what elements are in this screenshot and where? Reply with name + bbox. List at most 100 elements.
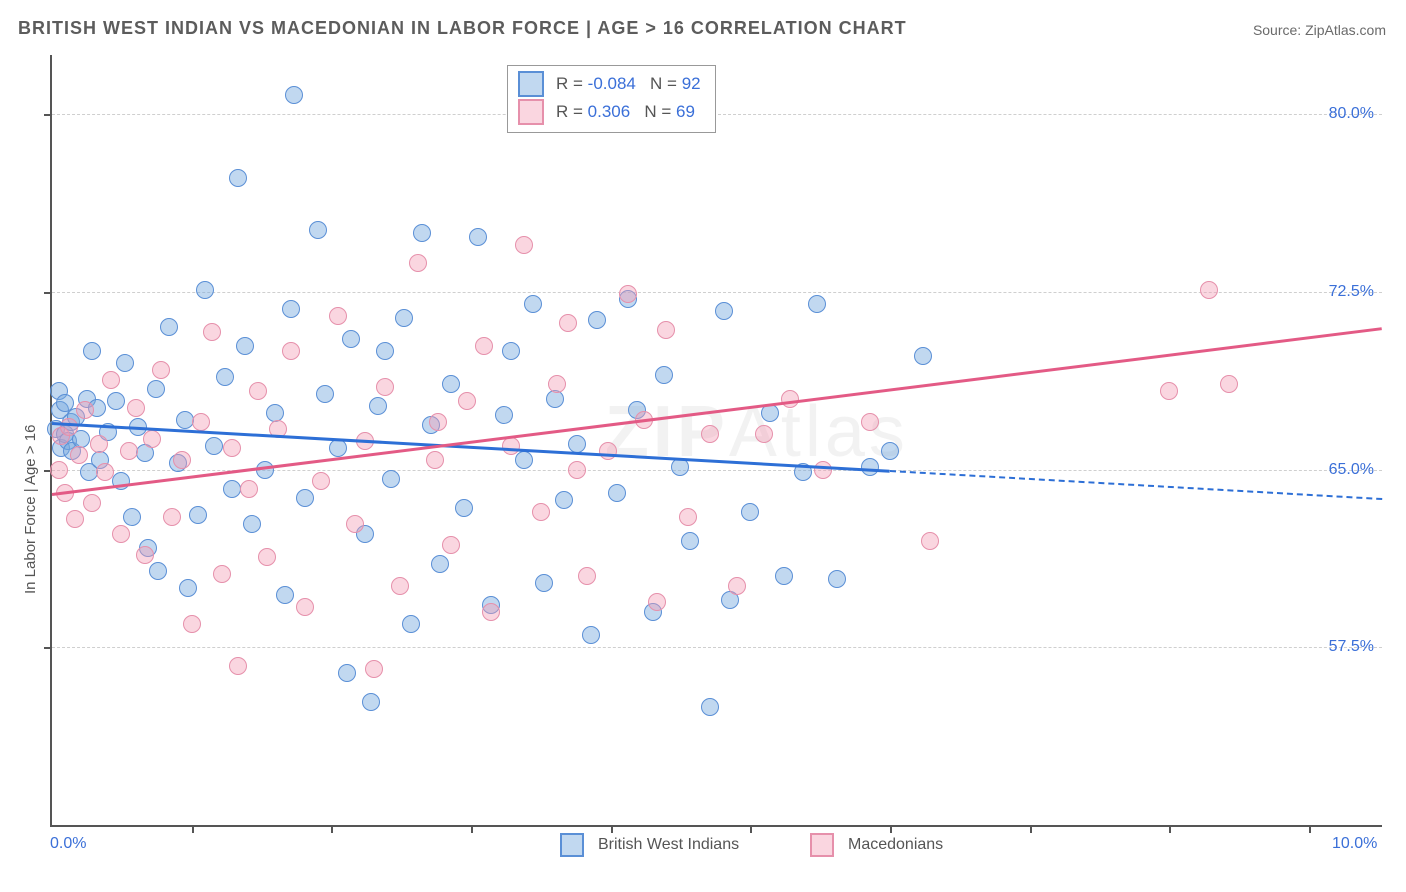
scatter-point-bwi [276, 586, 294, 604]
scatter-point-mac [258, 548, 276, 566]
y-axis-label: In Labor Force | Age > 16 [22, 425, 39, 594]
scatter-point-bwi [205, 437, 223, 455]
legend-item-bwi[interactable]: British West Indians [560, 833, 739, 857]
x-tick [750, 825, 752, 833]
y-tick [44, 647, 52, 649]
scatter-point-mac [249, 382, 267, 400]
trend-line [52, 327, 1382, 496]
scatter-point-bwi [147, 380, 165, 398]
source-prefix: Source: [1253, 22, 1305, 38]
scatter-point-bwi [502, 342, 520, 360]
scatter-point-mac [391, 577, 409, 595]
scatter-point-mac [282, 342, 300, 360]
scatter-point-bwi [376, 342, 394, 360]
scatter-point-bwi [608, 484, 626, 502]
scatter-point-mac [376, 378, 394, 396]
scatter-point-bwi [216, 368, 234, 386]
scatter-point-bwi [402, 615, 420, 633]
scatter-point-bwi [881, 442, 899, 460]
source-link[interactable]: ZipAtlas.com [1305, 22, 1386, 38]
scatter-point-bwi [861, 458, 879, 476]
scatter-point-bwi [342, 330, 360, 348]
scatter-point-bwi [701, 698, 719, 716]
scatter-point-mac [50, 461, 68, 479]
correlation-stats-box: R = -0.084 N = 92R = 0.306 N = 69 [507, 65, 716, 133]
scatter-point-mac [548, 375, 566, 393]
scatter-point-bwi [469, 228, 487, 246]
scatter-point-bwi [515, 451, 533, 469]
scatter-point-mac [152, 361, 170, 379]
scatter-point-bwi [236, 337, 254, 355]
scatter-point-mac [578, 567, 596, 585]
scatter-point-bwi [316, 385, 334, 403]
scatter-point-mac [502, 437, 520, 455]
scatter-point-mac [1200, 281, 1218, 299]
scatter-point-bwi [828, 570, 846, 588]
scatter-point-bwi [338, 664, 356, 682]
scatter-point-bwi [282, 300, 300, 318]
scatter-point-bwi [681, 532, 699, 550]
gridline [52, 647, 1382, 648]
x-tick [1030, 825, 1032, 833]
x-axis-min-label: 0.0% [50, 835, 86, 853]
scatter-point-bwi [123, 508, 141, 526]
scatter-point-bwi [243, 515, 261, 533]
source-attribution: Source: ZipAtlas.com [1253, 22, 1386, 38]
scatter-point-mac [426, 451, 444, 469]
legend-swatch [810, 833, 834, 857]
scatter-point-bwi [555, 491, 573, 509]
scatter-point-mac [458, 392, 476, 410]
scatter-point-bwi [914, 347, 932, 365]
scatter-point-bwi [160, 318, 178, 336]
scatter-point-bwi [189, 506, 207, 524]
x-tick [192, 825, 194, 833]
scatter-point-bwi [369, 397, 387, 415]
scatter-point-bwi [413, 224, 431, 242]
x-axis-max-label: 10.0% [1332, 835, 1377, 853]
scatter-point-mac [96, 463, 114, 481]
scatter-point-mac [568, 461, 586, 479]
scatter-point-mac [296, 598, 314, 616]
scatter-point-bwi [568, 435, 586, 453]
y-tick-label: 80.0% [1329, 105, 1374, 123]
x-tick [890, 825, 892, 833]
scatter-point-bwi [223, 480, 241, 498]
scatter-point-mac [213, 565, 231, 583]
x-tick [1309, 825, 1311, 833]
legend-swatch [560, 833, 584, 857]
scatter-point-bwi [395, 309, 413, 327]
x-tick [471, 825, 473, 833]
scatter-point-bwi [196, 281, 214, 299]
scatter-point-mac [814, 461, 832, 479]
scatter-point-bwi [431, 555, 449, 573]
scatter-point-mac [648, 593, 666, 611]
scatter-point-bwi [229, 169, 247, 187]
legend-swatch [518, 99, 544, 125]
scatter-point-bwi [83, 342, 101, 360]
scatter-point-mac [112, 525, 130, 543]
scatter-point-mac [240, 480, 258, 498]
scatter-point-mac [183, 615, 201, 633]
scatter-point-bwi [524, 295, 542, 313]
scatter-point-mac [475, 337, 493, 355]
scatter-point-mac [173, 451, 191, 469]
scatter-point-mac [136, 546, 154, 564]
scatter-point-mac [102, 371, 120, 389]
scatter-point-mac [515, 236, 533, 254]
scatter-point-bwi [808, 295, 826, 313]
stats-row-bwi: R = -0.084 N = 92 [518, 70, 701, 98]
scatter-point-mac [781, 390, 799, 408]
scatter-point-mac [429, 413, 447, 431]
scatter-point-mac [728, 577, 746, 595]
scatter-point-bwi [266, 404, 284, 422]
scatter-point-bwi [179, 579, 197, 597]
scatter-point-mac [921, 532, 939, 550]
legend-label: British West Indians [598, 836, 739, 854]
x-tick [1169, 825, 1171, 833]
scatter-point-bwi [495, 406, 513, 424]
legend-item-mac[interactable]: Macedonians [810, 833, 943, 857]
scatter-point-bwi [775, 567, 793, 585]
y-tick [44, 292, 52, 294]
scatter-point-mac [532, 503, 550, 521]
scatter-point-mac [346, 515, 364, 533]
